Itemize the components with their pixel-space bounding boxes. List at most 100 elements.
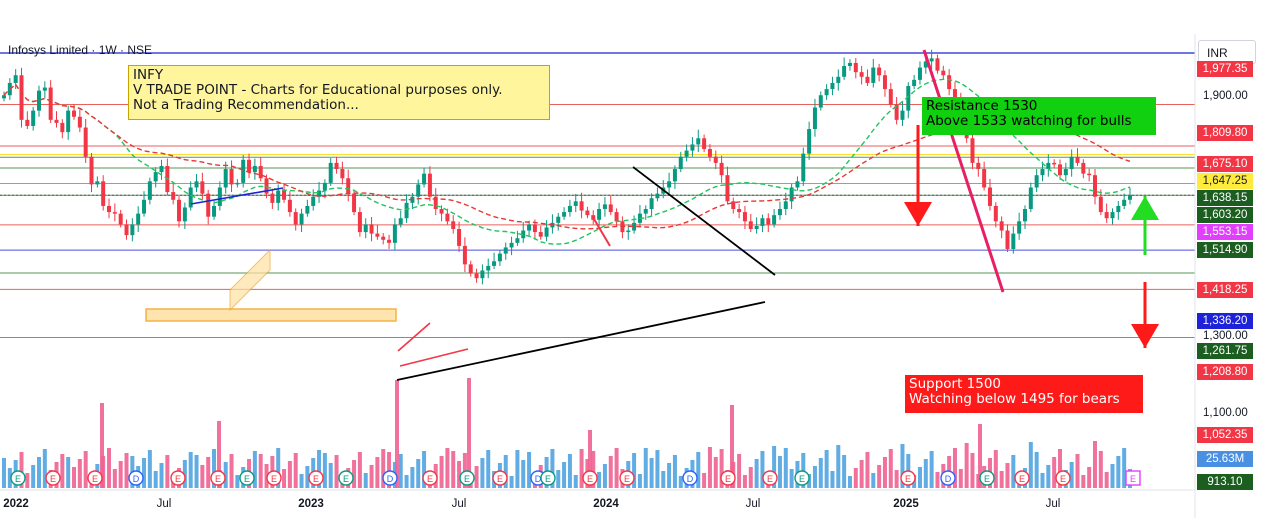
candle-body xyxy=(212,205,217,217)
volume-bar xyxy=(754,459,759,488)
candle-body xyxy=(888,89,893,105)
candle-body xyxy=(153,172,158,182)
volume-bar xyxy=(952,448,957,488)
candle-body xyxy=(497,253,502,262)
volume-bar xyxy=(375,457,380,488)
volume-bar xyxy=(83,451,88,488)
candle-body xyxy=(917,67,922,80)
volume-bar xyxy=(900,444,905,488)
volume-bar xyxy=(503,455,508,488)
info-note[interactable]: INFY V TRADE POINT - Charts for Educatio… xyxy=(128,65,550,120)
volume-bar xyxy=(462,453,467,488)
volume-bar xyxy=(521,460,526,488)
candle-body xyxy=(591,215,596,220)
volume-bar xyxy=(37,457,42,488)
volume-bar xyxy=(1028,442,1033,488)
candle-body xyxy=(544,227,549,237)
volume-bar xyxy=(72,467,77,488)
candle-body xyxy=(1128,195,1132,200)
candle-body xyxy=(83,127,88,157)
down-arrow-head xyxy=(904,202,932,226)
candle-body xyxy=(381,236,386,240)
volume-bar xyxy=(1005,463,1010,488)
candle-body xyxy=(521,230,526,239)
candle-body xyxy=(130,224,135,236)
event-marker-circle xyxy=(210,470,226,486)
volume-bar xyxy=(1040,473,1045,488)
volume-bar xyxy=(147,450,152,488)
time-tick: Jul xyxy=(1045,498,1061,510)
candle-body xyxy=(1098,196,1103,213)
candle-body xyxy=(649,198,654,210)
candle-body xyxy=(1075,156,1080,163)
volume-bar xyxy=(276,448,281,488)
volume-bar xyxy=(824,450,829,488)
price-chip: 25.63M xyxy=(1197,451,1253,467)
price-chip: 1,647.25 xyxy=(1197,173,1253,189)
time-tick: 2025 xyxy=(893,498,919,510)
volume-bar xyxy=(527,452,532,488)
candle-body xyxy=(293,212,298,225)
support-note-line: Watching below 1495 for bears xyxy=(909,391,1120,407)
volume-bar xyxy=(748,467,753,488)
event-marker-circle xyxy=(682,470,698,486)
channel-line xyxy=(397,322,431,352)
candle-body xyxy=(667,181,672,188)
resistance-note[interactable]: Resistance 1530 Above 1533 watching for … xyxy=(922,97,1156,135)
volume-bar xyxy=(550,449,555,488)
info-note-line: Not a Trading Recommendation... xyxy=(133,97,359,113)
candle-body xyxy=(147,181,152,200)
candle-body xyxy=(492,261,497,266)
volume-bar xyxy=(1122,448,1127,488)
volume-bar xyxy=(643,448,648,488)
candle-body xyxy=(865,76,870,83)
volume-bar xyxy=(1116,456,1121,488)
volume-bar xyxy=(299,474,304,488)
candle-body xyxy=(217,187,222,206)
candle-body xyxy=(398,218,403,225)
candle-body xyxy=(824,89,829,96)
volume-bar xyxy=(42,449,47,488)
flag-pattern xyxy=(229,248,271,312)
candle-body xyxy=(136,213,141,225)
volume-bar xyxy=(1087,467,1092,488)
candle-body xyxy=(1057,164,1062,176)
candle-body xyxy=(468,264,473,274)
candle-body xyxy=(462,245,467,265)
volume-bar xyxy=(422,451,427,488)
candle-body xyxy=(480,270,485,279)
volume-bar xyxy=(964,443,969,488)
candle-body xyxy=(305,205,310,214)
candle-body xyxy=(422,173,427,185)
candle-body xyxy=(1087,173,1092,176)
candle-body xyxy=(748,221,753,229)
volume-bar xyxy=(369,465,374,488)
volume-bar xyxy=(742,475,747,488)
candle-body xyxy=(1052,162,1057,165)
volume-bar xyxy=(812,466,817,488)
volume-bar xyxy=(1046,465,1051,488)
candle-body xyxy=(37,90,42,111)
event-marker-circle xyxy=(900,470,916,486)
volume-bar xyxy=(667,463,672,488)
candle-body xyxy=(719,162,724,176)
event-marker-label: E xyxy=(464,474,470,484)
candle-body xyxy=(66,110,71,133)
event-marker-label: E xyxy=(15,474,21,484)
candle-body xyxy=(1040,169,1045,176)
candle-body xyxy=(847,62,852,67)
candle-body xyxy=(1116,205,1121,213)
candle-body xyxy=(416,184,421,197)
candle-body xyxy=(766,218,771,225)
trendline-resistance xyxy=(632,166,776,276)
time-tick: 2023 xyxy=(298,498,324,510)
candle-body xyxy=(1122,199,1127,206)
volume-bar xyxy=(159,463,164,488)
candle-body xyxy=(241,159,246,183)
support-note[interactable]: Support 1500 Watching below 1495 for bea… xyxy=(905,375,1143,413)
currency-selector[interactable]: INR xyxy=(1198,40,1256,64)
candle-body xyxy=(789,187,794,202)
chart-title[interactable]: Infosys Limited · 1W · NSE xyxy=(8,43,153,57)
volume-bar xyxy=(182,460,187,488)
